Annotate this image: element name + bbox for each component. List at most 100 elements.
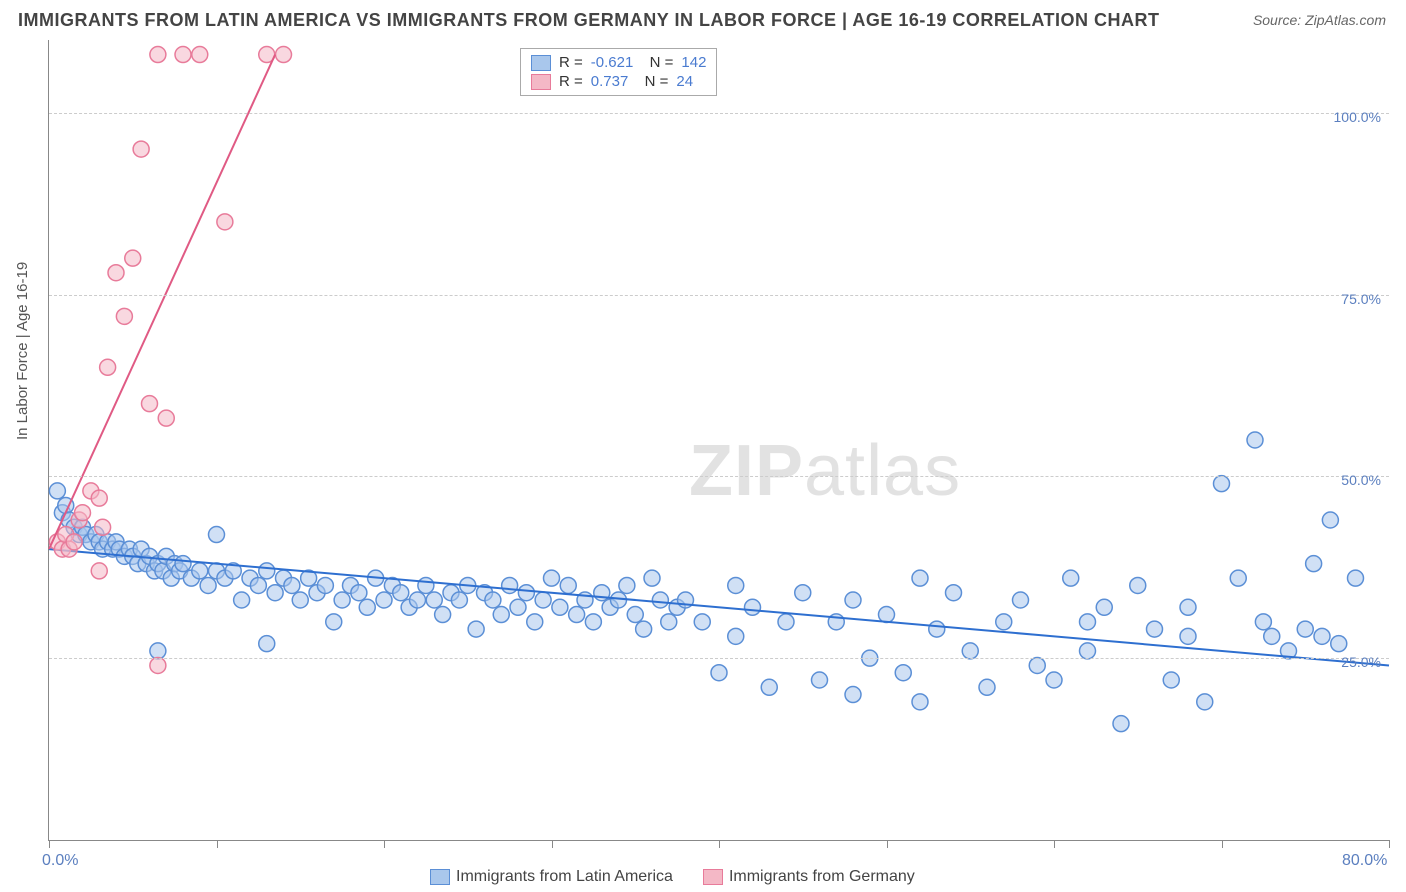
data-point — [1013, 592, 1029, 608]
trend-line — [49, 55, 275, 550]
plot-area: ZIPatlas 25.0%50.0%75.0%100.0% — [48, 40, 1389, 841]
y-tick-label: 100.0% — [1334, 109, 1381, 125]
legend-swatch — [430, 869, 450, 885]
data-point — [652, 592, 668, 608]
data-point — [1214, 476, 1230, 492]
data-point — [879, 607, 895, 623]
legend-n-value: 142 — [681, 54, 706, 71]
data-point — [1297, 621, 1313, 637]
legend-r-label: R = — [559, 54, 583, 71]
data-point — [979, 679, 995, 695]
data-point — [418, 577, 434, 593]
data-point — [1046, 672, 1062, 688]
data-point — [192, 47, 208, 63]
data-point — [535, 592, 551, 608]
data-point — [1255, 614, 1271, 630]
data-point — [728, 577, 744, 593]
data-point — [150, 643, 166, 659]
data-point — [946, 585, 962, 601]
data-point — [485, 592, 501, 608]
data-point — [435, 607, 451, 623]
data-point — [1180, 628, 1196, 644]
series-legend: Immigrants from Latin AmericaImmigrants … — [430, 868, 915, 886]
data-point — [1029, 657, 1045, 673]
data-point — [845, 592, 861, 608]
data-point — [158, 410, 174, 426]
data-point — [351, 585, 367, 601]
data-point — [192, 563, 208, 579]
data-point — [569, 607, 585, 623]
data-point — [49, 483, 65, 499]
data-point — [912, 694, 928, 710]
data-point — [929, 621, 945, 637]
chart-title: IMMIGRANTS FROM LATIN AMERICA VS IMMIGRA… — [18, 10, 1160, 31]
data-point — [544, 570, 560, 586]
data-point — [1130, 577, 1146, 593]
data-point — [116, 308, 132, 324]
data-point — [142, 396, 158, 412]
data-point — [209, 527, 225, 543]
data-point — [493, 607, 509, 623]
y-axis-title: In Labor Force | Age 16-19 — [14, 262, 31, 440]
data-point — [284, 577, 300, 593]
data-point — [334, 592, 350, 608]
data-point — [234, 592, 250, 608]
data-point — [996, 614, 1012, 630]
data-point — [1314, 628, 1330, 644]
data-point — [326, 614, 342, 630]
data-point — [1180, 599, 1196, 615]
data-point — [1306, 556, 1322, 572]
data-point — [527, 614, 543, 630]
y-tick-label: 50.0% — [1341, 472, 1381, 488]
data-point — [91, 563, 107, 579]
data-point — [75, 505, 91, 521]
data-point — [778, 614, 794, 630]
data-point — [962, 643, 978, 659]
data-point — [1322, 512, 1338, 528]
gridline-h — [49, 295, 1389, 296]
legend-r-value: -0.621 — [591, 54, 634, 71]
correlation-legend: R = -0.621 N = 142R = 0.737 N = 24 — [520, 48, 717, 96]
data-point — [100, 359, 116, 375]
data-point — [895, 665, 911, 681]
legend-r-value: 0.737 — [591, 73, 629, 90]
legend-row: R = -0.621 N = 142 — [531, 53, 706, 72]
data-point — [276, 47, 292, 63]
data-point — [912, 570, 928, 586]
data-point — [1080, 614, 1096, 630]
data-point — [1331, 636, 1347, 652]
legend-label: Immigrants from Germany — [729, 868, 915, 886]
legend-n-label: N = — [641, 54, 673, 71]
data-point — [1080, 643, 1096, 659]
x-tick — [1389, 840, 1390, 848]
data-point — [694, 614, 710, 630]
data-point — [1264, 628, 1280, 644]
data-point — [259, 563, 275, 579]
data-point — [426, 592, 442, 608]
data-point — [795, 585, 811, 601]
scatter-svg — [49, 40, 1389, 840]
source-attribution: Source: ZipAtlas.com — [1253, 12, 1386, 28]
data-point — [217, 214, 233, 230]
y-tick-label: 75.0% — [1341, 291, 1381, 307]
data-point — [502, 577, 518, 593]
legend-swatch — [703, 869, 723, 885]
data-point — [175, 556, 191, 572]
gridline-h — [49, 113, 1389, 114]
x-tick — [552, 840, 553, 848]
data-point — [845, 687, 861, 703]
y-tick-label: 25.0% — [1341, 654, 1381, 670]
x-tick-label: 80.0% — [1342, 852, 1387, 870]
x-tick — [384, 840, 385, 848]
data-point — [376, 592, 392, 608]
x-tick — [49, 840, 50, 848]
data-point — [410, 592, 426, 608]
data-point — [292, 592, 308, 608]
x-tick — [887, 840, 888, 848]
data-point — [560, 577, 576, 593]
x-tick-label: 0.0% — [42, 852, 78, 870]
data-point — [393, 585, 409, 601]
legend-swatch — [531, 55, 551, 71]
data-point — [200, 577, 216, 593]
legend-r-label: R = — [559, 73, 583, 90]
